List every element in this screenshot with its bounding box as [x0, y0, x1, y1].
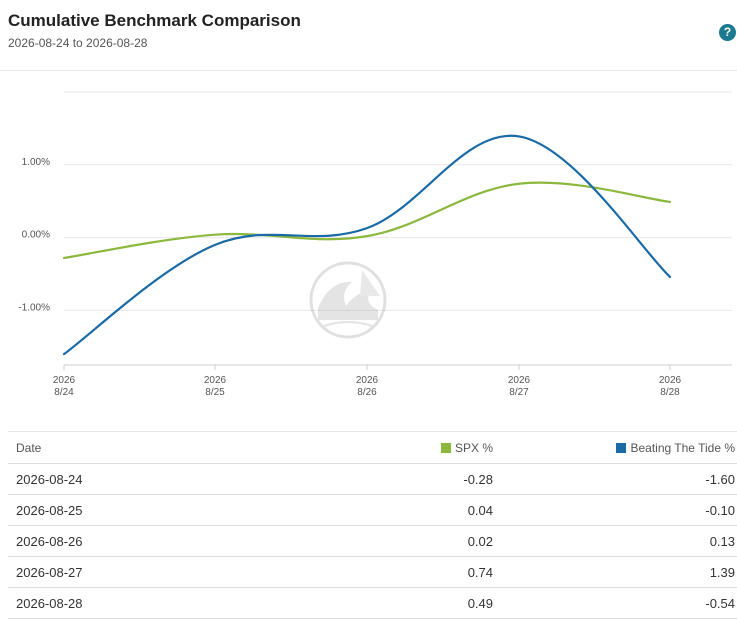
btt-cell: -1.60	[494, 463, 737, 495]
spx-cell: 0.49	[252, 587, 494, 619]
spx-cell: 0.74	[252, 556, 494, 588]
date-cell: 2026-08-27	[8, 556, 252, 588]
spx-cell: 0.04	[252, 494, 494, 526]
date-cell: 2026-08-25	[8, 494, 252, 526]
col-date-header: Date	[8, 431, 252, 464]
spx-legend-swatch	[440, 442, 451, 453]
x-tick-label-year: 2026	[356, 375, 379, 386]
spx-cell: -0.28	[252, 463, 494, 495]
y-tick-label: 1.00%	[22, 157, 50, 168]
spx-legend-label: SPX %	[454, 440, 493, 455]
axis-labels: -1.00%0.00%1.00%20268/2420268/2520268/26…	[18, 157, 681, 398]
btt-legend-label: Beating The Tide %	[630, 440, 735, 455]
x-tick-label-year: 2026	[204, 375, 227, 386]
series-line-beating-the-tide	[62, 134, 672, 356]
btt-cell: 1.39	[494, 556, 737, 588]
date-cell: 2026-08-26	[8, 525, 252, 557]
btt-cell: 0.13	[494, 525, 737, 557]
y-tick-label: 0.00%	[22, 230, 50, 241]
x-tick-label-year: 2026	[508, 375, 531, 386]
x-tick-label-date: 8/26	[357, 387, 377, 398]
series-lines	[62, 134, 672, 356]
watermark-logo	[309, 261, 387, 339]
spx-cell: 0.02	[252, 525, 494, 557]
table-row: 2026-08-28 0.49 -0.54	[8, 587, 737, 619]
page-title: Cumulative Benchmark Comparison	[8, 11, 301, 30]
series-line-spx	[62, 181, 672, 260]
data-table: Date SPX % Beating The Tide % 2026-08-24…	[8, 431, 737, 619]
table-row: 2026-08-24 -0.28 -1.60	[8, 463, 737, 495]
table-row: 2026-08-26 0.02 0.13	[8, 525, 737, 557]
x-tick-label-date: 8/28	[660, 387, 680, 398]
btt-cell: -0.10	[494, 494, 737, 526]
x-tick-label-year: 2026	[53, 375, 76, 386]
x-tick-label-date: 8/27	[509, 387, 529, 398]
line-chart: -1.00%0.00%1.00%20268/2420268/2520268/26…	[18, 91, 732, 398]
table-row: 2026-08-27 0.74 1.39	[8, 556, 737, 588]
btt-cell: -0.54	[494, 587, 737, 619]
date-cell: 2026-08-24	[8, 463, 252, 495]
grid-lines	[64, 91, 732, 366]
x-tick-label-date: 8/25	[205, 387, 225, 398]
y-tick-label: -1.00%	[18, 302, 50, 313]
x-tick-label-date: 8/24	[54, 387, 74, 398]
table-row: 2026-08-25 0.04 -0.10	[8, 494, 737, 526]
date-range-subtitle: 2026-08-24 to 2026-08-28	[8, 36, 148, 50]
x-tick-label-year: 2026	[659, 375, 682, 386]
table-header-row: Date SPX % Beating The Tide %	[8, 431, 737, 464]
btt-legend-swatch	[616, 442, 627, 453]
date-cell: 2026-08-28	[8, 587, 252, 619]
help-icon[interactable]: ?	[719, 24, 736, 41]
chart-header: Cumulative Benchmark Comparison 2026-08-…	[0, 0, 737, 71]
col-spx-header: SPX %	[252, 431, 494, 464]
col-btt-header: Beating The Tide %	[494, 431, 737, 464]
